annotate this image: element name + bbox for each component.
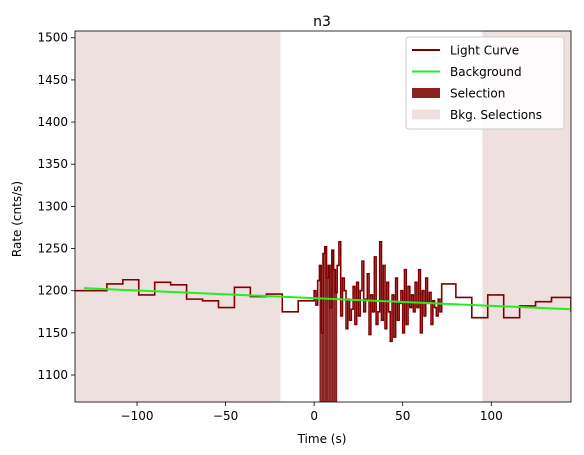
x-tick-label: 50: [395, 409, 410, 423]
legend: Light Curve Background Selection Bkg. Selec…: [405, 36, 565, 130]
y-tick-label: 1150: [37, 326, 68, 340]
axes: −100 −50 0 50 100 1100 1150 1200 1250 1300 1350 140…: [37, 30, 572, 423]
plot-area: [75, 31, 571, 402]
selection-bar: [330, 307, 332, 402]
y-tick-label: 1250: [37, 242, 68, 256]
legend-swatch-patch: [412, 109, 440, 120]
x-tick-label: −100: [121, 409, 154, 423]
legend-label: Bkg. Selections: [450, 108, 542, 122]
plot-frame: [74, 30, 572, 403]
y-axis-label: Rate (cnts/s): [10, 181, 24, 257]
legend-label: Light Curve: [450, 44, 519, 58]
selection-bar: [324, 246, 327, 402]
background-fit-line: [83, 287, 571, 311]
chart-title: n3: [313, 14, 331, 30]
selection-bar: [323, 253, 325, 402]
selection-bar: [335, 292, 338, 402]
legend-label: Background: [450, 65, 522, 79]
bkg-selection-band-1: [75, 31, 281, 402]
x-tick-label: 0: [310, 409, 318, 423]
plot-contents: [75, 31, 571, 402]
y-tick-label: 1300: [37, 199, 68, 213]
legend-label: Selection: [450, 87, 505, 101]
selection-bar: [321, 332, 323, 402]
x-axis-label: Time (s): [297, 432, 347, 446]
selection-bar: [331, 250, 334, 402]
y-tick-label: 1100: [37, 368, 68, 382]
x-tick-label: −50: [213, 409, 238, 423]
selection-bar: [319, 265, 322, 402]
y-tick-label: 1450: [37, 73, 68, 87]
legend-swatch-patch: [412, 88, 440, 98]
selection-bar: [326, 278, 329, 402]
y-tick-label: 1350: [37, 157, 68, 171]
y-tick-label: 1500: [37, 31, 68, 45]
selection-bar: [333, 269, 336, 402]
y-tick-label: 1400: [37, 115, 68, 129]
x-tick-label: 100: [480, 409, 503, 423]
y-tick-label: 1200: [37, 284, 68, 298]
legend-box: [405, 36, 565, 130]
selection-bar: [328, 265, 331, 402]
